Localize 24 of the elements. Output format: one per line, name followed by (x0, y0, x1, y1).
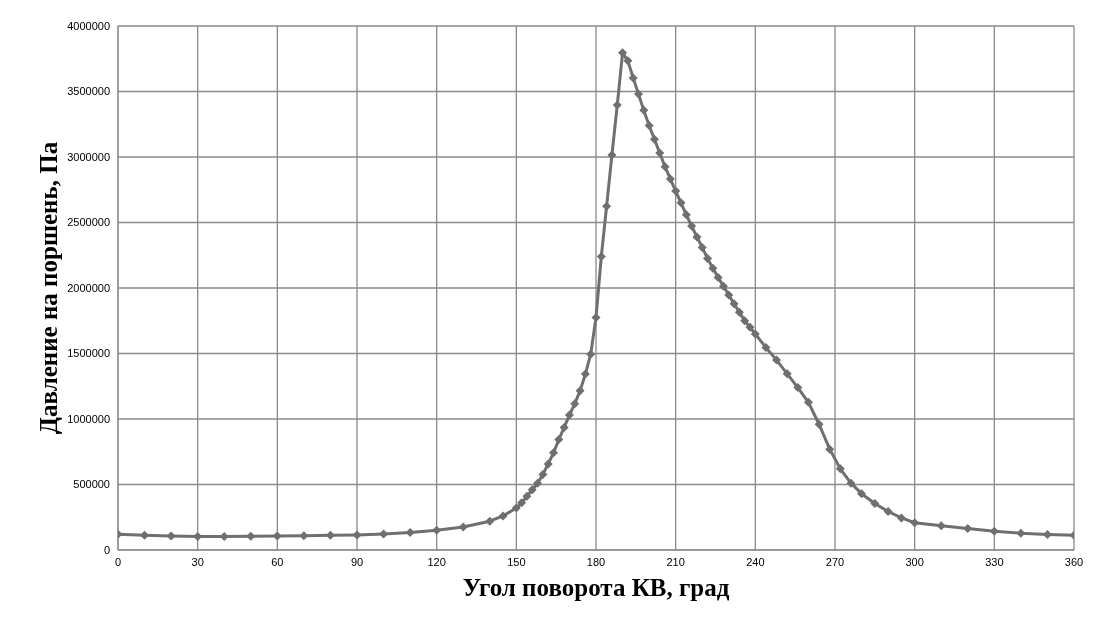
x-tick-label: 30 (191, 555, 204, 568)
x-tick-label: 240 (746, 555, 765, 568)
x-tick-label: 270 (825, 555, 845, 568)
x-tick-label: 330 (985, 555, 1004, 568)
x-tick-label: 120 (427, 555, 446, 568)
y-tick-label: 2000000 (67, 281, 110, 294)
y-tick-label: 1500000 (67, 347, 110, 360)
y-tick-label: 3500000 (67, 85, 110, 98)
y-tick-label: 1000000 (67, 412, 110, 425)
x-tick-label: 150 (507, 555, 526, 568)
x-tick-label: 0 (114, 555, 122, 568)
x-tick-label: 180 (586, 555, 606, 568)
x-tick-label: 300 (905, 555, 924, 568)
y-tick-label: 2500000 (67, 216, 110, 229)
y-tick-label: 500000 (73, 478, 110, 491)
x-tick-label: 90 (350, 555, 364, 568)
x-axis-title: Угол поворота КВ, град (462, 573, 730, 601)
x-tick-label: 360 (1064, 555, 1084, 568)
y-tick-label: 3000000 (67, 150, 110, 163)
x-tick-label: 60 (271, 555, 284, 568)
y-axis-title: Давление на поршень, Па (34, 141, 62, 435)
y-tick-label: 4000000 (67, 19, 110, 32)
y-tick-label: 0 (103, 543, 110, 556)
x-tick-label: 210 (666, 555, 685, 568)
